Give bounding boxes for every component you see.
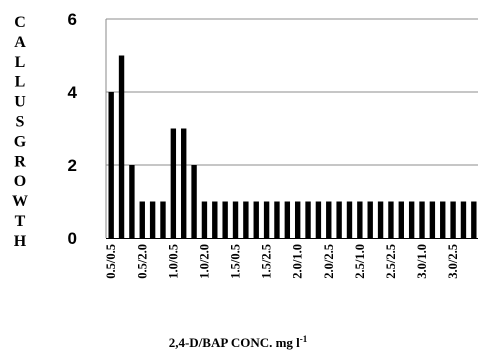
y-axis-label-letter: U <box>14 94 26 111</box>
bar <box>171 129 176 239</box>
y-axis-label-letter: R <box>14 153 26 170</box>
bar <box>450 202 455 239</box>
bar <box>285 202 290 239</box>
bars <box>108 56 476 239</box>
x-tick-label: 3.0/1.0 <box>415 244 429 279</box>
x-tick-label: 1.0/2.0 <box>197 244 211 279</box>
bar <box>202 202 207 239</box>
x-tick-label: 3.0/2.5 <box>446 244 460 279</box>
bar <box>191 165 196 238</box>
y-axis-label-letter: C <box>14 14 26 31</box>
x-tick-label: 2.5/2.5 <box>384 244 398 279</box>
y-axis-label-letter: W <box>12 193 28 210</box>
bar <box>368 202 373 239</box>
x-tick-label: 2.0/1.0 <box>291 244 305 279</box>
bar <box>264 202 269 239</box>
bar <box>305 202 310 239</box>
bar <box>440 202 445 239</box>
x-tick-label: 1.0/0.5 <box>166 244 180 279</box>
bar <box>212 202 217 239</box>
y-axis-label-letter: T <box>15 213 26 230</box>
y-axis-label-letter: A <box>14 34 26 51</box>
gridlines <box>106 19 478 165</box>
bar <box>254 202 259 239</box>
bar <box>347 202 352 239</box>
x-tick-label: 1.5/2.5 <box>260 244 274 279</box>
bar <box>399 202 404 239</box>
bar <box>316 202 321 239</box>
bar <box>326 202 331 239</box>
y-tick-label: 2 <box>68 156 77 175</box>
y-axis-label-letter: O <box>14 173 26 190</box>
y-axis-label-letter: H <box>14 233 27 250</box>
bar <box>129 165 134 238</box>
bar <box>243 202 248 239</box>
x-tick-label: 2.5/1.0 <box>353 244 367 279</box>
bar <box>471 202 476 239</box>
y-axis-label-letter: S <box>16 114 25 131</box>
x-axis-label: 2,4-D/BAP CONC. mg l-1 <box>169 334 308 350</box>
x-tick-label: 0.5/0.5 <box>104 244 118 279</box>
bar <box>140 202 145 239</box>
y-axis-label-letter: L <box>15 54 26 71</box>
bar <box>409 202 414 239</box>
y-axis-label-letter: G <box>14 133 27 150</box>
bar <box>378 202 383 239</box>
bar <box>430 202 435 239</box>
x-axis-label-text: 2,4-D/BAP CONC. mg l <box>169 335 300 350</box>
bar <box>233 202 238 239</box>
x-tick-labels: 0.5/0.5 0.5/2.0 1.0/0.5 1.0/2.0 1.5/0.5 1.5/2… <box>104 244 460 279</box>
x-tick-label: 1.5/0.5 <box>229 244 243 279</box>
bar <box>119 56 124 239</box>
bar <box>419 202 424 239</box>
bar <box>388 202 393 239</box>
y-axis-label-letter: L <box>15 74 26 91</box>
bar <box>160 202 165 239</box>
bar <box>108 92 113 238</box>
x-tick-label: 0.5/2.0 <box>135 244 149 279</box>
bar <box>222 202 227 239</box>
y-tick-labels: 0 2 4 6 <box>68 10 78 248</box>
bar <box>274 202 279 239</box>
bar <box>295 202 300 239</box>
bar <box>181 129 186 239</box>
bar <box>336 202 341 239</box>
bar <box>150 202 155 239</box>
y-tick-label: 6 <box>68 10 77 29</box>
y-tick-label: 4 <box>68 83 78 102</box>
y-tick-label: 0 <box>68 229 77 248</box>
bar <box>357 202 362 239</box>
x-tick-label: 2.0/2.5 <box>322 244 336 279</box>
x-axis-label-superscript: -1 <box>300 334 308 344</box>
bar <box>461 202 466 239</box>
